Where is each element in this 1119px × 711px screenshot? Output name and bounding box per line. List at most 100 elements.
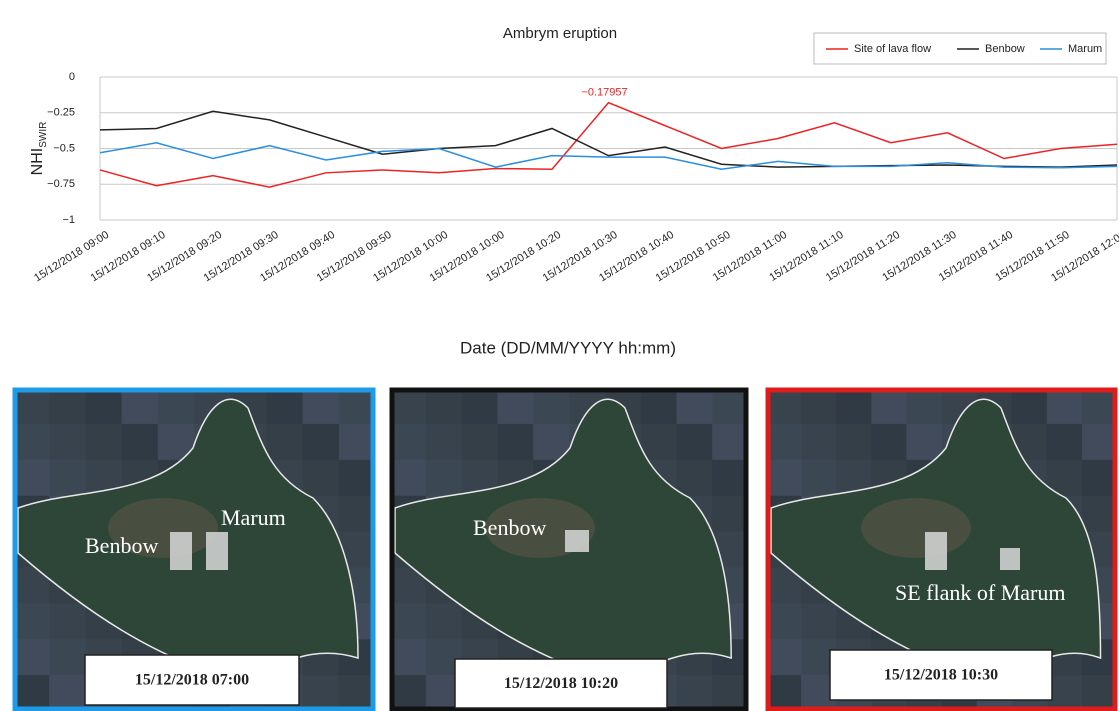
pixel: [49, 459, 86, 497]
image-panel: Benbow Marum 15/12/2018 07:00: [12, 387, 376, 711]
pixel: [13, 459, 50, 497]
hotspot: [170, 532, 192, 570]
hotspot: [1000, 548, 1020, 570]
pixel: [266, 388, 304, 425]
pixel: [13, 603, 50, 640]
y-label-main: NHI: [29, 148, 46, 176]
pixel: [836, 423, 872, 461]
pixel: [390, 675, 427, 711]
pixel: [338, 423, 376, 461]
caption: 15/12/2018 10:20: [504, 675, 618, 692]
panel-label: Benbow: [473, 515, 546, 540]
pixel: [461, 423, 498, 461]
pixel: [390, 639, 427, 676]
panel-border: [765, 387, 1118, 711]
pixel: [13, 675, 50, 711]
pixel: [712, 675, 749, 711]
pixel: [640, 388, 677, 425]
pixel: [302, 675, 340, 711]
pixel: [801, 459, 837, 497]
x-axis-label: Date (DD/MM/YYYY hh:mm): [460, 338, 676, 357]
pixel: [640, 423, 677, 461]
hotspot: [206, 532, 228, 570]
y-tick-label: −0.25: [47, 107, 75, 119]
pixel: [49, 603, 86, 640]
pixel: [1081, 388, 1118, 425]
pixel: [49, 639, 86, 676]
pixel: [390, 388, 427, 425]
pixel: [1081, 423, 1118, 461]
crater: [861, 498, 971, 558]
pixel: [85, 388, 123, 425]
pixel: [461, 388, 498, 425]
pixel: [497, 423, 534, 461]
y-tick-label: −0.75: [47, 178, 75, 190]
series-line: [99, 142, 1118, 170]
pixel: [766, 423, 802, 461]
caption-box: [84, 654, 300, 706]
pixel: [533, 388, 570, 425]
pixel: [801, 388, 837, 425]
panel-label: Benbow: [85, 533, 158, 558]
pixel: [801, 603, 837, 640]
pixel: [13, 388, 50, 425]
pixel: [766, 675, 802, 711]
pixel: [85, 423, 123, 461]
panel-label: SE flank of Marum: [895, 580, 1065, 605]
y-tick-label: −0.5: [53, 142, 75, 154]
pixel: [1046, 388, 1083, 425]
panel-label: Marum: [221, 505, 286, 530]
pixel: [1081, 675, 1118, 711]
pixel: [1081, 495, 1118, 533]
pixel: [676, 423, 713, 461]
legend-label: Site of lava flow: [854, 43, 931, 55]
pixel: [712, 423, 749, 461]
pixel: [712, 388, 749, 425]
chart-title: Ambrym eruption: [503, 25, 617, 42]
y-tick-label: 0: [69, 71, 75, 83]
data-label: −0.17957: [581, 87, 627, 99]
pixel: [1011, 388, 1048, 425]
pixel: [871, 388, 907, 425]
pixel: [390, 423, 427, 461]
pixel: [836, 388, 872, 425]
pixel: [712, 495, 749, 533]
pixel: [49, 388, 86, 425]
pixel: [766, 388, 802, 425]
caption: 15/12/2018 07:00: [135, 672, 249, 689]
pixel: [712, 459, 749, 497]
pixel: [338, 675, 376, 711]
pixel: [49, 675, 86, 711]
y-tick-label: −1: [62, 214, 75, 226]
caption-box: [454, 658, 668, 709]
image-panel: SE flank of Marum 15/12/2018 10:30: [765, 387, 1118, 711]
caption-box: [829, 649, 1053, 701]
pixel: [533, 423, 570, 461]
image-panel: Benbow 15/12/2018 10:20: [389, 387, 749, 711]
panel-border: [389, 387, 749, 711]
pixel: [497, 388, 534, 425]
pixel: [121, 423, 159, 461]
pixel: [1046, 423, 1083, 461]
pixel: [906, 423, 942, 461]
pixel: [766, 639, 802, 676]
y-axis-label: NHISWIR: [29, 122, 48, 176]
pixel: [801, 423, 837, 461]
pixel: [676, 675, 713, 711]
pixel: [13, 639, 50, 676]
pixel: [390, 459, 427, 497]
series-line: [99, 101, 1118, 188]
legend-label: Benbow: [985, 43, 1025, 55]
pixel: [49, 423, 86, 461]
pixel: [676, 459, 713, 497]
pixel: [676, 388, 713, 425]
pixel: [338, 459, 376, 497]
pixel: [425, 423, 463, 461]
panel-border: [12, 387, 376, 711]
pixel: [302, 423, 340, 461]
pixel: [302, 388, 340, 425]
pixel: [766, 459, 802, 497]
pixel: [906, 388, 942, 425]
hotspot: [565, 530, 589, 552]
